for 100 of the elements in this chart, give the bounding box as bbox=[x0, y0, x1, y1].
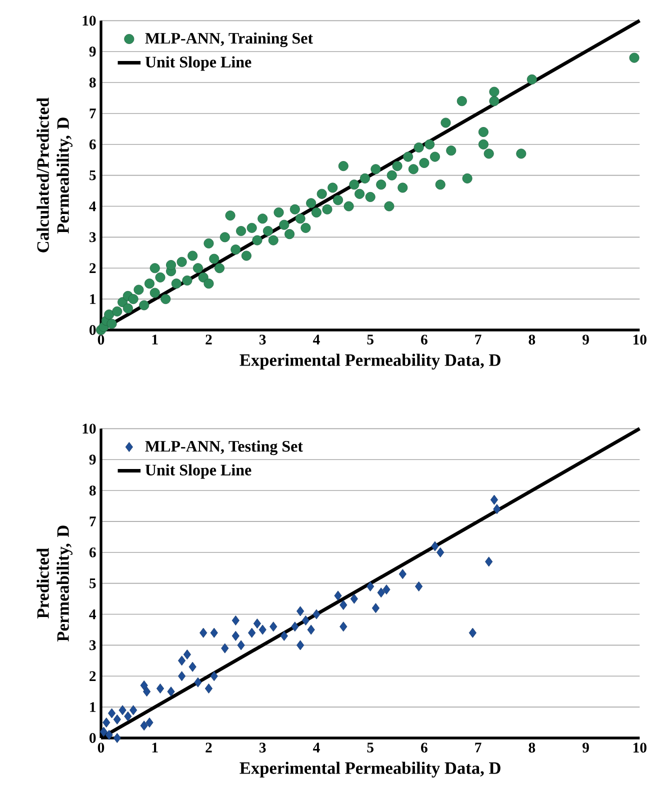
y-axis-title: Calculated/Predicted Permeability, D bbox=[36, 98, 72, 252]
x-tick-label: 6 bbox=[421, 742, 428, 753]
point bbox=[398, 569, 406, 580]
x-tick-label: 2 bbox=[206, 334, 212, 344]
x-tick-label: 8 bbox=[528, 742, 536, 753]
point bbox=[178, 656, 186, 666]
x-tick-label: 6 bbox=[421, 334, 428, 345]
point bbox=[340, 622, 348, 632]
x-tick-label: 3 bbox=[259, 334, 266, 345]
legend-label: Unit Slope Line bbox=[145, 464, 252, 479]
point bbox=[113, 714, 121, 724]
x-tick-label: 10 bbox=[634, 334, 646, 345]
y-tick-label: 3 bbox=[90, 232, 96, 242]
y-tick-label: 0 bbox=[90, 733, 96, 743]
point bbox=[237, 640, 245, 650]
x-tick-label: 7 bbox=[475, 742, 482, 752]
point bbox=[232, 630, 240, 641]
point bbox=[485, 556, 493, 567]
y-tick-label: 9 bbox=[89, 46, 96, 57]
point bbox=[210, 628, 218, 638]
point bbox=[108, 708, 116, 718]
point bbox=[102, 718, 110, 728]
x-tick-label: 8 bbox=[528, 334, 536, 345]
x-tick-label: 2 bbox=[206, 742, 212, 752]
x-axis-title: Experimental Permeability Data, D bbox=[240, 762, 500, 778]
point bbox=[382, 584, 390, 595]
point bbox=[468, 628, 476, 638]
y-axis-title: Predicted Permeability, D bbox=[36, 526, 72, 642]
point bbox=[188, 662, 196, 672]
point bbox=[105, 730, 113, 740]
point bbox=[431, 541, 439, 552]
point bbox=[296, 640, 304, 650]
point bbox=[100, 726, 108, 737]
legend-label: Unit Slope Line bbox=[145, 56, 252, 71]
x-tick-label: 9 bbox=[582, 334, 589, 345]
x-tick-label: 3 bbox=[259, 742, 266, 753]
point bbox=[200, 628, 208, 638]
y-tick-label: 2 bbox=[90, 263, 96, 273]
point bbox=[270, 622, 278, 632]
y-tick-label: 4 bbox=[89, 201, 96, 212]
point bbox=[307, 624, 315, 635]
point bbox=[130, 705, 138, 716]
x-tick-label: 4 bbox=[313, 334, 320, 344]
point bbox=[178, 671, 186, 682]
point bbox=[415, 581, 423, 592]
point bbox=[258, 624, 266, 635]
y-tick-label: 7 bbox=[90, 108, 96, 118]
y-tick-label: 10 bbox=[82, 424, 96, 434]
point bbox=[280, 630, 288, 641]
point bbox=[493, 504, 501, 514]
y-tick-label: 3 bbox=[90, 640, 96, 650]
point bbox=[156, 684, 164, 694]
point bbox=[490, 494, 498, 505]
x-tick-label: 1 bbox=[152, 334, 158, 344]
x-tick-label: 10 bbox=[634, 742, 646, 753]
point bbox=[113, 732, 121, 743]
point bbox=[372, 603, 380, 614]
point bbox=[377, 588, 385, 598]
point bbox=[334, 590, 342, 601]
point bbox=[340, 600, 348, 610]
y-tick-label: 2 bbox=[90, 671, 96, 681]
point bbox=[140, 720, 148, 731]
point bbox=[204, 684, 213, 694]
point bbox=[302, 615, 310, 626]
y-tick-label: 8 bbox=[89, 78, 96, 88]
x-tick-label: 9 bbox=[582, 742, 589, 753]
x-tick-label: 7 bbox=[475, 334, 482, 344]
y-tick-label: 9 bbox=[89, 454, 96, 465]
x-tick-label: 5 bbox=[367, 742, 374, 752]
point bbox=[183, 649, 191, 660]
y-tick-label: 10 bbox=[82, 16, 96, 26]
point bbox=[350, 594, 358, 604]
point bbox=[291, 622, 299, 632]
point bbox=[142, 686, 151, 697]
y-tick-label: 1 bbox=[90, 702, 96, 712]
legend-label: MLP-ANN, Training Set bbox=[145, 32, 313, 48]
point bbox=[140, 680, 148, 690]
y-tick-label: 6 bbox=[89, 139, 96, 150]
point bbox=[210, 671, 218, 682]
point bbox=[194, 677, 202, 688]
point bbox=[167, 686, 175, 697]
point bbox=[253, 618, 262, 629]
x-tick-label: 1 bbox=[152, 742, 158, 752]
point bbox=[124, 711, 132, 722]
point bbox=[312, 609, 320, 620]
y-tick-label: 4 bbox=[89, 609, 96, 620]
point bbox=[221, 643, 229, 654]
y-tick-label: 7 bbox=[90, 516, 96, 526]
point bbox=[146, 718, 154, 728]
x-tick-label: 0 bbox=[98, 742, 104, 753]
y-tick-label: 5 bbox=[90, 578, 96, 588]
y-tick-label: 1 bbox=[90, 294, 96, 304]
y-tick-label: 0 bbox=[90, 325, 96, 335]
point bbox=[436, 547, 444, 558]
point bbox=[366, 581, 374, 592]
x-tick-label: 0 bbox=[98, 334, 104, 345]
point bbox=[248, 628, 256, 638]
x-tick-label: 4 bbox=[313, 742, 320, 752]
y-tick-label: 8 bbox=[89, 486, 96, 496]
point bbox=[232, 615, 240, 626]
